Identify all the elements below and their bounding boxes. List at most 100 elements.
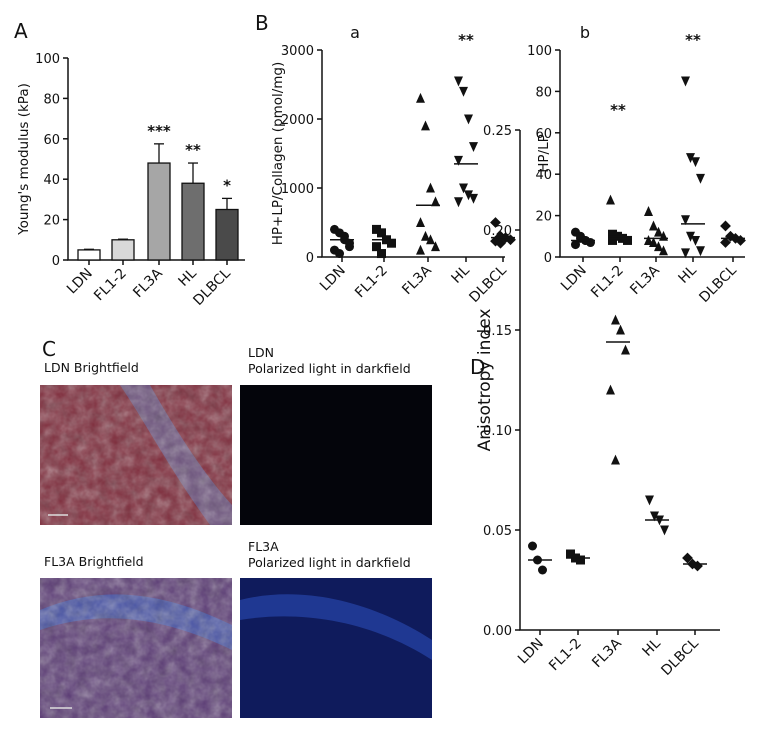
point (538, 565, 547, 575)
image-label: FL3A Brightfield (44, 554, 144, 569)
x-tick-label: LDN (317, 263, 349, 295)
point (528, 541, 537, 551)
y-axis-label: HP+LP/Collagen (pmol/mg) (270, 62, 286, 246)
point (735, 235, 746, 246)
y-tick-label: 0.20 (483, 224, 512, 239)
point (686, 153, 695, 164)
panel-letter: D (470, 355, 485, 379)
x-tick-label: FL3A (399, 262, 435, 298)
point (691, 157, 700, 168)
point (464, 190, 473, 201)
point (621, 344, 630, 355)
point (696, 173, 705, 184)
point (372, 224, 381, 234)
point (654, 226, 663, 237)
bar (147, 162, 171, 261)
point (606, 194, 615, 205)
point (495, 230, 506, 242)
axes (519, 130, 720, 631)
point (421, 230, 430, 241)
bar (111, 239, 135, 261)
image-label: LDN Brightfield (44, 360, 139, 375)
point (454, 76, 463, 87)
point (454, 155, 463, 166)
panel-letter: B (255, 11, 269, 35)
y-tick-label: 3000 (281, 44, 314, 59)
point (426, 182, 435, 193)
point (416, 92, 425, 103)
x-tick-label: HL (676, 262, 700, 286)
point (345, 238, 354, 248)
point (659, 245, 668, 256)
y-tick-label: 2000 (281, 113, 314, 128)
y-tick-label: 0 (52, 254, 60, 269)
image-texture (40, 385, 232, 525)
x-tick-label: HL (449, 262, 473, 286)
point (576, 555, 585, 565)
x-tick-label: FL1-2 (588, 263, 627, 302)
point (649, 237, 658, 248)
x-tick-label: HL (176, 265, 200, 289)
point (608, 235, 617, 245)
point (431, 196, 440, 207)
point (660, 525, 669, 536)
y-tick-label: 0 (306, 251, 314, 266)
image-label: FL3A (248, 539, 279, 554)
point (720, 237, 731, 248)
bar (215, 208, 239, 261)
y-tick-label: 40 (43, 173, 60, 188)
point (454, 197, 463, 208)
y-tick-label: 0.25 (483, 124, 512, 139)
image-label: Polarized light in darkfield (248, 555, 411, 570)
point (495, 237, 506, 249)
axes (321, 50, 505, 258)
point (421, 120, 430, 131)
significance: ** (458, 31, 474, 49)
point (416, 217, 425, 227)
image-label: Polarized light in darkfield (248, 361, 411, 376)
y-tick-label: 0.15 (483, 324, 512, 339)
x-tick-label: DLBCL (658, 635, 702, 679)
bar (181, 182, 205, 261)
y-tick-label: 0.10 (483, 424, 512, 439)
point (566, 549, 575, 559)
y-axis-label: Anisotropy index (475, 309, 495, 452)
point (377, 249, 386, 259)
y-tick-label: 1000 (281, 182, 314, 197)
x-tick-label: DLBCL (466, 262, 510, 306)
point (681, 248, 690, 259)
x-tick-label: FL1-2 (546, 636, 585, 675)
point (490, 235, 501, 247)
x-tick-label: FL3A (130, 265, 166, 301)
y-tick-label: 20 (43, 214, 60, 229)
point (416, 244, 425, 255)
y-tick-label: 0.05 (483, 524, 512, 539)
point (464, 114, 473, 125)
point (608, 229, 617, 239)
point (645, 495, 654, 506)
point (469, 142, 478, 152)
point (611, 314, 620, 325)
y-tick-label: 20 (535, 210, 552, 225)
point (613, 231, 622, 241)
significance: *** (147, 122, 171, 140)
point (691, 235, 700, 246)
image-detail (240, 594, 432, 660)
significance: ** (610, 101, 626, 119)
significance: ** (185, 141, 201, 159)
image-texture (40, 578, 232, 718)
point (649, 220, 658, 231)
point (650, 511, 659, 522)
x-tick-label: FL3A (627, 262, 663, 298)
x-tick-label: LDN (515, 636, 547, 668)
point (681, 215, 690, 226)
y-tick-label: 60 (43, 133, 60, 148)
bar (77, 249, 101, 261)
point (490, 217, 501, 228)
point (616, 324, 625, 335)
point (654, 241, 663, 252)
point (571, 240, 580, 250)
panel-letter: C (42, 337, 56, 361)
point (606, 384, 615, 395)
significance: * (223, 176, 231, 194)
